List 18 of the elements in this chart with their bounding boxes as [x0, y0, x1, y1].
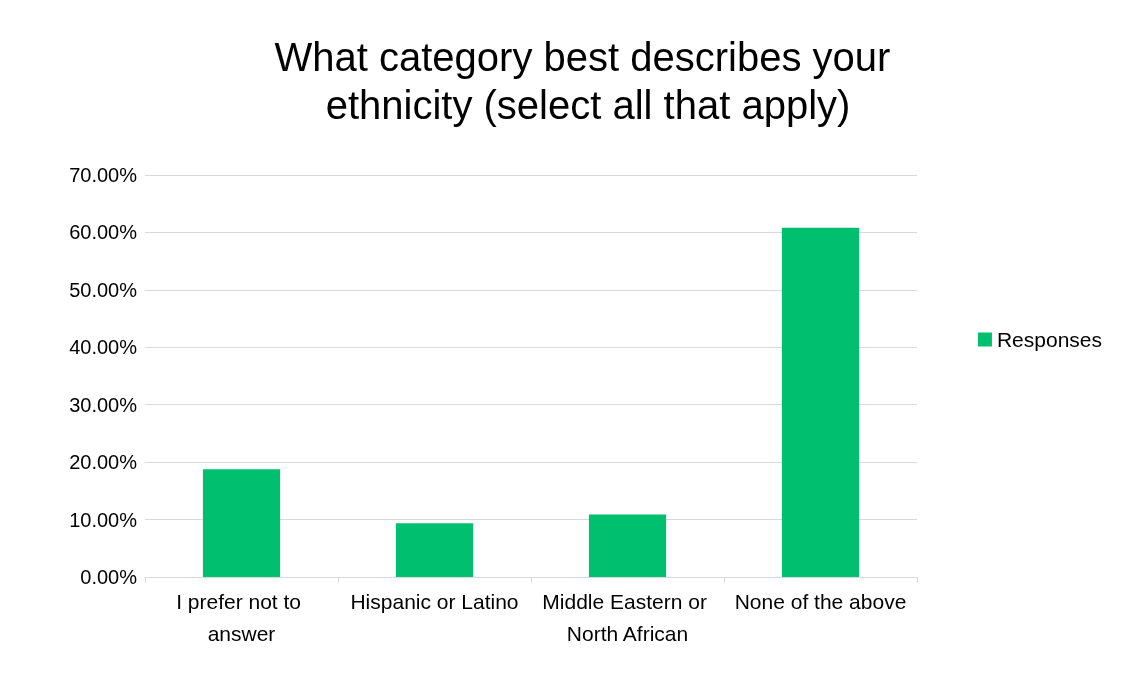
y-tick-label: 30.00% — [69, 393, 138, 416]
x-tick-label: I prefer not to answer — [176, 589, 307, 645]
bar — [588, 514, 667, 577]
y-tick-label: 40.00% — [69, 336, 138, 359]
x-tick-label: Middle Eastern or North African — [542, 589, 713, 645]
y-tick-label: 70.00% — [69, 164, 138, 186]
x-tick-label: None of the above — [734, 589, 907, 613]
y-tick-label: 10.00% — [69, 508, 138, 531]
bar — [395, 523, 474, 577]
y-tick-label: 20.00% — [69, 451, 138, 474]
chart-title: What category best describes your ethnicity (select all that apply) — [274, 35, 902, 127]
y-tick-label: 0.00% — [80, 566, 138, 588]
bar — [202, 469, 281, 577]
legend-label: Responses — [996, 328, 1102, 351]
bar — [781, 227, 860, 577]
x-tick-label: Hispanic or Latino — [350, 589, 519, 613]
y-tick-label: 50.00% — [69, 278, 138, 301]
y-tick-label: 60.00% — [69, 221, 138, 244]
